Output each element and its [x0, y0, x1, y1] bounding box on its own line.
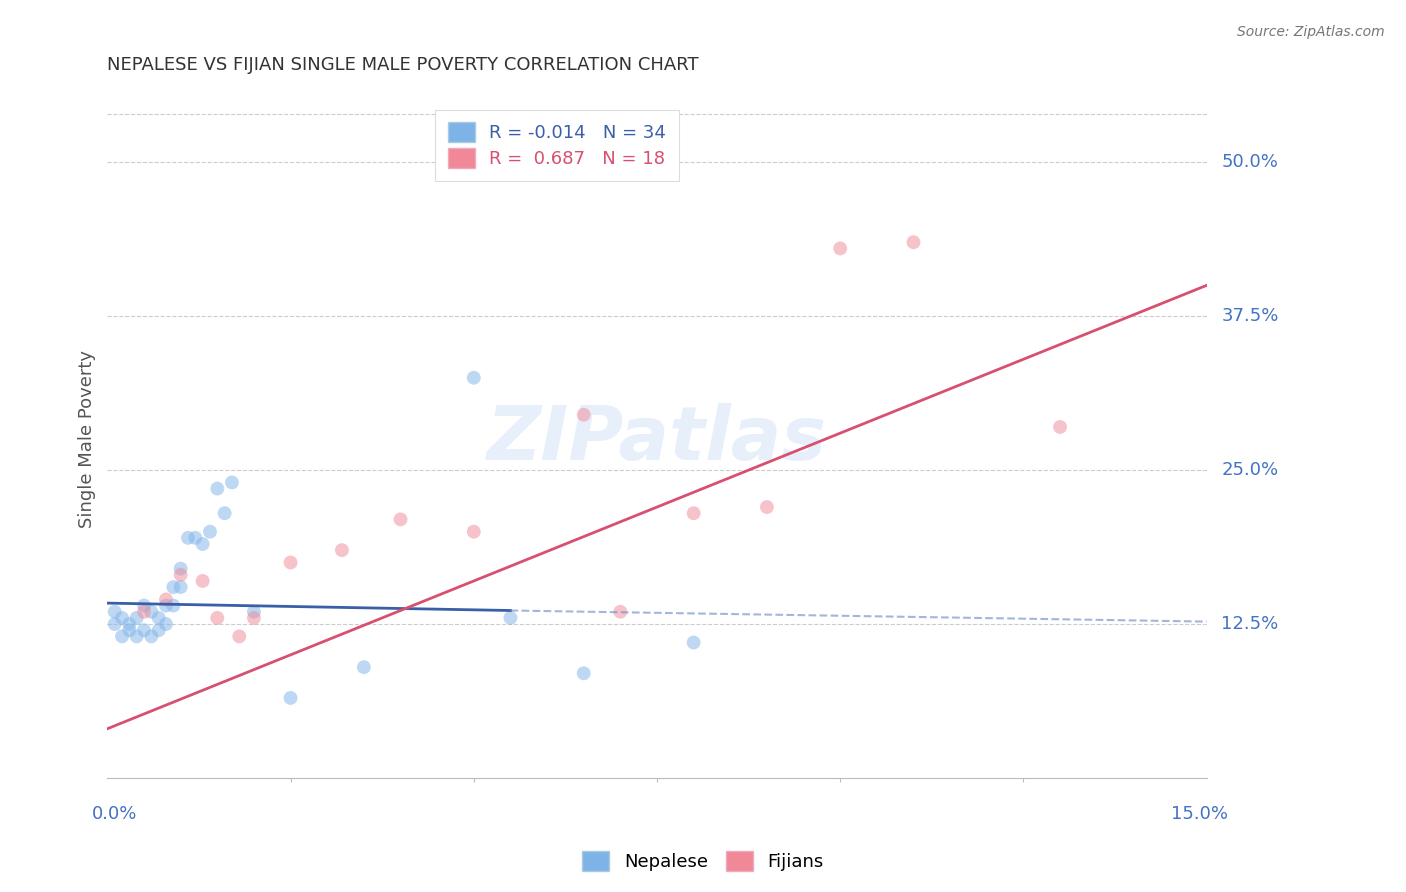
Point — [191, 537, 214, 551]
Point — [104, 617, 127, 632]
Point — [499, 611, 522, 625]
Point — [330, 543, 353, 558]
Text: ZIPatlas: ZIPatlas — [486, 403, 827, 475]
Y-axis label: Single Male Poverty: Single Male Poverty — [79, 351, 96, 528]
Point — [682, 635, 704, 649]
Point — [221, 475, 243, 490]
Point — [162, 580, 184, 594]
Point — [141, 629, 163, 643]
Point — [132, 599, 155, 613]
Point — [111, 611, 134, 625]
Point — [125, 629, 148, 643]
Point — [191, 574, 214, 588]
Legend: Nepalese, Fijians: Nepalese, Fijians — [575, 844, 831, 879]
Point — [111, 629, 134, 643]
Point — [463, 524, 485, 539]
Point — [280, 690, 302, 705]
Point — [207, 482, 229, 496]
Point — [243, 605, 266, 619]
Text: NEPALESE VS FIJIAN SINGLE MALE POVERTY CORRELATION CHART: NEPALESE VS FIJIAN SINGLE MALE POVERTY C… — [107, 55, 699, 73]
Point — [169, 580, 191, 594]
Legend: R = -0.014   N = 34, R =  0.687   N = 18: R = -0.014 N = 34, R = 0.687 N = 18 — [436, 110, 679, 181]
Point — [177, 531, 200, 545]
Point — [1049, 420, 1071, 434]
Point — [682, 506, 704, 520]
Point — [125, 611, 148, 625]
Point — [155, 599, 177, 613]
Point — [169, 561, 191, 575]
Point — [243, 611, 266, 625]
Point — [118, 617, 141, 632]
Point — [118, 624, 141, 638]
Text: 12.5%: 12.5% — [1222, 615, 1278, 633]
Point — [198, 524, 221, 539]
Point — [162, 599, 184, 613]
Point — [228, 629, 250, 643]
Point — [155, 617, 177, 632]
Point — [572, 408, 595, 422]
Point — [155, 592, 177, 607]
Point — [132, 605, 155, 619]
Point — [353, 660, 375, 674]
Point — [169, 567, 191, 582]
Point — [389, 512, 412, 526]
Text: 0.0%: 0.0% — [91, 805, 138, 823]
Point — [104, 605, 127, 619]
Point — [280, 556, 302, 570]
Point — [207, 611, 229, 625]
Point — [903, 235, 925, 250]
Point — [755, 500, 778, 514]
Text: Source: ZipAtlas.com: Source: ZipAtlas.com — [1237, 25, 1385, 39]
Point — [132, 624, 155, 638]
Point — [184, 531, 207, 545]
Point — [148, 611, 170, 625]
Point — [463, 370, 485, 384]
Point — [572, 666, 595, 681]
Text: 25.0%: 25.0% — [1222, 461, 1278, 479]
Text: 37.5%: 37.5% — [1222, 307, 1278, 326]
Point — [609, 605, 631, 619]
Text: 15.0%: 15.0% — [1171, 805, 1227, 823]
Point — [141, 605, 163, 619]
Point — [148, 624, 170, 638]
Point — [214, 506, 236, 520]
Point — [830, 241, 852, 255]
Text: 50.0%: 50.0% — [1222, 153, 1278, 171]
